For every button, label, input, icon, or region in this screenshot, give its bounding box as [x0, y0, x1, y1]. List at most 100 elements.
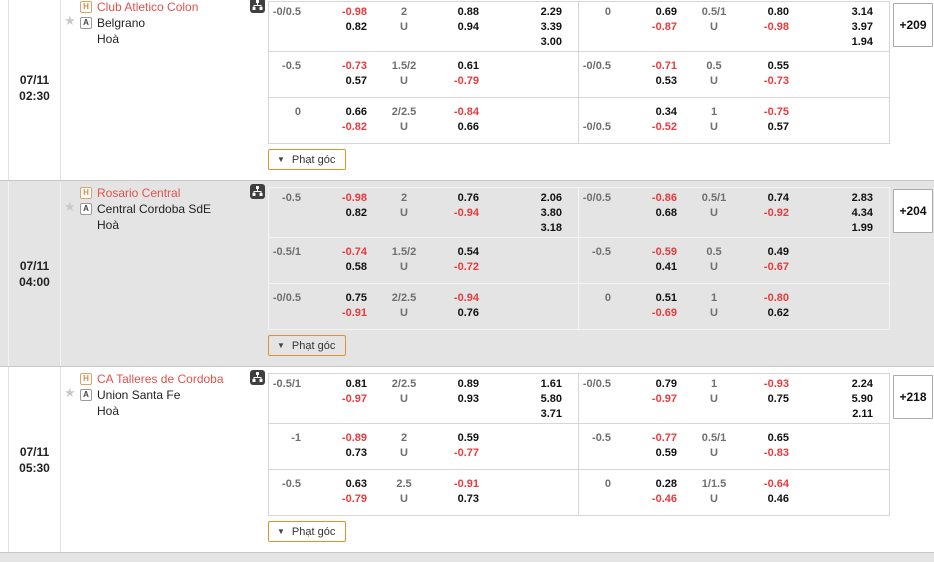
x12-odds-value[interactable]: 5.80 — [540, 393, 562, 405]
more-bets-button[interactable]: +204 — [893, 189, 933, 233]
corner-toggle-button[interactable]: ▼ Phạt góc — [268, 335, 347, 356]
odds-value[interactable]: 0.66 — [457, 121, 479, 133]
x12-odds-value[interactable]: 1.94 — [851, 36, 873, 48]
odds-value[interactable]: -0.92 — [763, 207, 789, 219]
x12-odds-value[interactable]: 2.29 — [540, 6, 562, 18]
x12-odds-value[interactable]: 2.24 — [851, 378, 873, 390]
x12-odds-value[interactable]: 3.18 — [540, 222, 562, 234]
odds-value[interactable]: 0.74 — [767, 192, 789, 204]
x12-odds-value[interactable]: 2.06 — [540, 192, 562, 204]
odds-value[interactable]: -0.73 — [341, 60, 367, 72]
odds-value[interactable]: -0.82 — [341, 121, 367, 133]
odds-value[interactable]: 0.66 — [345, 106, 367, 118]
odds-value[interactable]: -0.91 — [453, 478, 479, 490]
odds-value[interactable]: 0.34 — [655, 106, 677, 118]
odds-value[interactable]: 0.82 — [345, 21, 367, 33]
odds-value[interactable]: -0.98 — [763, 21, 789, 33]
x12-odds-value[interactable]: 4.34 — [851, 207, 873, 219]
home-team-name[interactable]: CA Talleres de Cordoba — [97, 372, 224, 386]
x12-odds-value[interactable]: 1.61 — [540, 378, 562, 390]
corner-toggle-button[interactable]: ▼ Phạt góc — [268, 149, 347, 170]
odds-value[interactable]: -0.86 — [651, 192, 677, 204]
odds-value[interactable]: -0.98 — [341, 192, 367, 204]
odds-value[interactable]: -0.77 — [651, 432, 677, 444]
odds-value[interactable]: 0.73 — [457, 493, 479, 505]
stats-icon[interactable] — [250, 0, 265, 13]
stats-icon[interactable] — [250, 184, 265, 199]
favorite-star-icon[interactable]: ★ — [64, 385, 76, 400]
odds-value[interactable]: 0.57 — [345, 75, 367, 87]
odds-value[interactable]: -0.71 — [651, 60, 677, 72]
odds-value[interactable]: 0.46 — [767, 493, 789, 505]
odds-value[interactable]: -0.97 — [651, 393, 677, 405]
odds-value[interactable]: -0.89 — [341, 432, 367, 444]
odds-value[interactable]: -0.75 — [763, 106, 789, 118]
odds-value[interactable]: -0.59 — [651, 246, 677, 258]
odds-value[interactable]: 0.59 — [655, 447, 677, 459]
odds-value[interactable]: -0.98 — [341, 6, 367, 18]
odds-value[interactable]: 0.73 — [345, 447, 367, 459]
odds-value[interactable]: -0.72 — [453, 261, 479, 273]
x12-odds-value[interactable]: 3.39 — [540, 21, 562, 33]
x12-odds-value[interactable]: 2.83 — [851, 192, 873, 204]
favorite-star-icon[interactable]: ★ — [64, 13, 76, 28]
x12-odds-value[interactable]: 3.14 — [851, 6, 873, 18]
odds-value[interactable]: 0.41 — [655, 261, 677, 273]
odds-value[interactable]: 0.76 — [457, 192, 479, 204]
odds-value[interactable]: -0.52 — [651, 121, 677, 133]
more-bets-button[interactable]: +218 — [893, 375, 933, 419]
odds-value[interactable]: 0.51 — [655, 292, 677, 304]
odds-value[interactable]: 0.89 — [457, 378, 479, 390]
odds-value[interactable]: 0.59 — [457, 432, 479, 444]
odds-value[interactable]: 0.79 — [655, 378, 677, 390]
odds-value[interactable]: 0.65 — [767, 432, 789, 444]
away-team-name[interactable]: Central Cordoba SdE — [97, 202, 212, 216]
odds-value[interactable]: -0.80 — [763, 292, 789, 304]
odds-value[interactable]: 0.68 — [655, 207, 677, 219]
corner-toggle-button[interactable]: ▼ Phạt góc — [268, 521, 347, 542]
odds-value[interactable]: 0.69 — [655, 6, 677, 18]
x12-odds-value[interactable]: 2.11 — [852, 408, 873, 420]
odds-value[interactable]: 0.62 — [767, 307, 789, 319]
x12-odds-value[interactable]: 3.80 — [540, 207, 562, 219]
odds-value[interactable]: 0.88 — [457, 6, 479, 18]
x12-odds-value[interactable]: 1.99 — [851, 222, 873, 234]
odds-value[interactable]: 0.82 — [345, 207, 367, 219]
odds-value[interactable]: -0.74 — [341, 246, 367, 258]
odds-value[interactable]: 0.75 — [345, 292, 367, 304]
x12-odds-value[interactable]: 3.00 — [540, 36, 562, 48]
x12-odds-value[interactable]: 5.90 — [851, 393, 873, 405]
x12-odds-value[interactable]: 3.97 — [851, 21, 873, 33]
odds-value[interactable]: -0.67 — [763, 261, 789, 273]
home-team-name[interactable]: Rosario Central — [97, 186, 181, 200]
odds-value[interactable]: -0.97 — [341, 393, 367, 405]
odds-value[interactable]: -0.79 — [341, 493, 367, 505]
odds-value[interactable]: -0.87 — [651, 21, 677, 33]
away-team-name[interactable]: Union Santa Fe — [97, 388, 181, 402]
odds-value[interactable]: 0.81 — [345, 378, 367, 390]
stats-icon[interactable] — [250, 370, 265, 385]
odds-value[interactable]: 0.28 — [655, 478, 677, 490]
odds-value[interactable]: 0.49 — [767, 246, 789, 258]
more-bets-button[interactable]: +209 — [893, 3, 933, 47]
odds-value[interactable]: -0.94 — [453, 292, 479, 304]
odds-value[interactable]: 0.94 — [457, 21, 479, 33]
odds-value[interactable]: -0.94 — [453, 207, 479, 219]
odds-value[interactable]: 0.93 — [457, 393, 479, 405]
odds-value[interactable]: -0.69 — [651, 307, 677, 319]
odds-value[interactable]: 0.55 — [767, 60, 789, 72]
odds-value[interactable]: -0.46 — [651, 493, 677, 505]
odds-value[interactable]: 0.61 — [457, 60, 479, 72]
odds-value[interactable]: 0.63 — [345, 478, 367, 490]
odds-value[interactable]: -0.84 — [453, 106, 479, 118]
x12-odds-value[interactable]: 3.71 — [540, 408, 562, 420]
favorite-star-icon[interactable]: ★ — [64, 199, 76, 214]
odds-value[interactable]: 0.54 — [457, 246, 479, 258]
away-team-name[interactable]: Belgrano — [97, 16, 146, 30]
odds-value[interactable]: -0.93 — [763, 378, 789, 390]
home-team-name[interactable]: Club Atletico Colon — [97, 0, 199, 14]
odds-value[interactable]: 0.53 — [655, 75, 677, 87]
odds-value[interactable]: 0.76 — [457, 307, 479, 319]
odds-value[interactable]: -0.91 — [341, 307, 367, 319]
odds-value[interactable]: 0.80 — [767, 6, 789, 18]
